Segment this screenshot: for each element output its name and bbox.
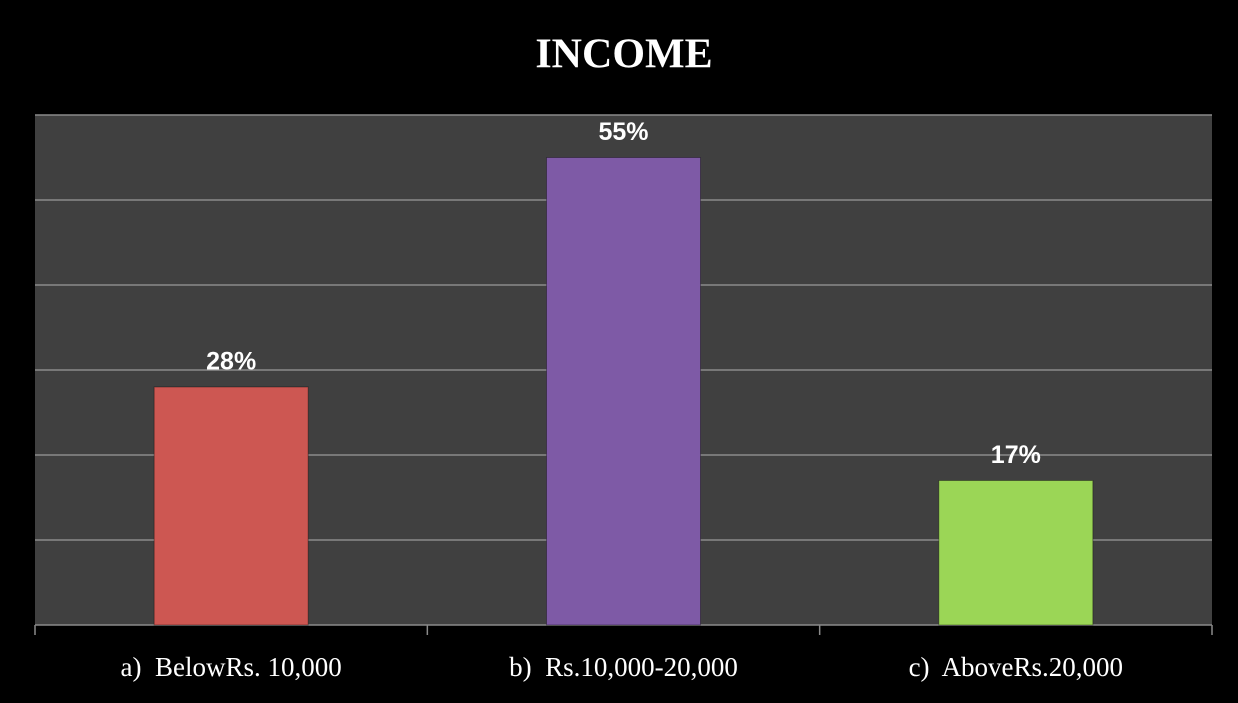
x-tick-label: a) BelowRs. 10,000 [121,652,342,682]
bar [153,386,309,626]
x-tick-label: c) AboveRs.20,000 [909,652,1123,682]
chart-title: INCOME [535,32,712,78]
bar [546,157,701,626]
data-label: 17% [991,441,1041,469]
data-label: 55% [598,118,648,146]
bar [938,480,1094,626]
data-label: 28% [206,348,256,376]
x-tick-label: b) Rs.10,000-20,000 [509,652,738,682]
